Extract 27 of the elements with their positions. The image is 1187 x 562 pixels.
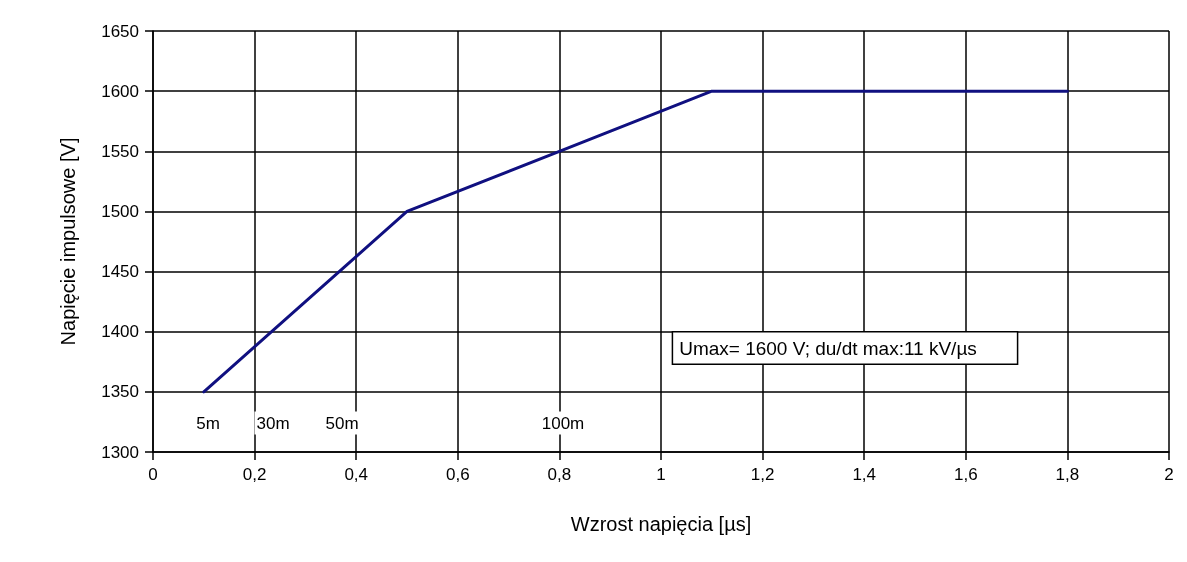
y-tick-label: 1300 (101, 442, 139, 462)
x-tick-label: 0,6 (445, 465, 470, 484)
x-tick-label: 0,8 (547, 465, 572, 484)
annotation: 100m (541, 413, 585, 433)
x-tick-label: 0,2 (242, 465, 267, 484)
line-series (202, 89, 1069, 394)
y-tick-label: 1600 (101, 81, 139, 101)
y-tick-label: 1500 (101, 201, 139, 221)
y-tick-label: 1400 (101, 322, 139, 342)
x-tick-label: 1,2 (750, 465, 775, 484)
y-tick-label: 1550 (101, 141, 139, 161)
x-tick-label: 1,6 (953, 465, 978, 484)
annotation: 5m (196, 413, 220, 433)
y-tick-label: 1650 (101, 21, 139, 41)
x-tick-label: 1 (656, 465, 666, 484)
x-tick-label: 0,4 (344, 465, 369, 484)
x-tick-label: 0 (148, 465, 158, 484)
y-axis-title: Napięcie impulsowe [V] (57, 137, 79, 346)
annotation: Umax= 1600 V; du/dt max:11 kV/µs (679, 337, 977, 359)
x-axis-title: Wzrost napięcia [µs] (570, 513, 752, 535)
annotation: 50m (325, 413, 359, 433)
y-tick-label: 1450 (101, 262, 139, 282)
x-tick-label: 2 (1164, 465, 1174, 484)
x-tick-label: 1,8 (1055, 465, 1080, 484)
x-tick-label: 1,4 (852, 465, 877, 484)
y-tick-label: 1350 (101, 382, 139, 402)
annotation: 30m (256, 413, 290, 433)
